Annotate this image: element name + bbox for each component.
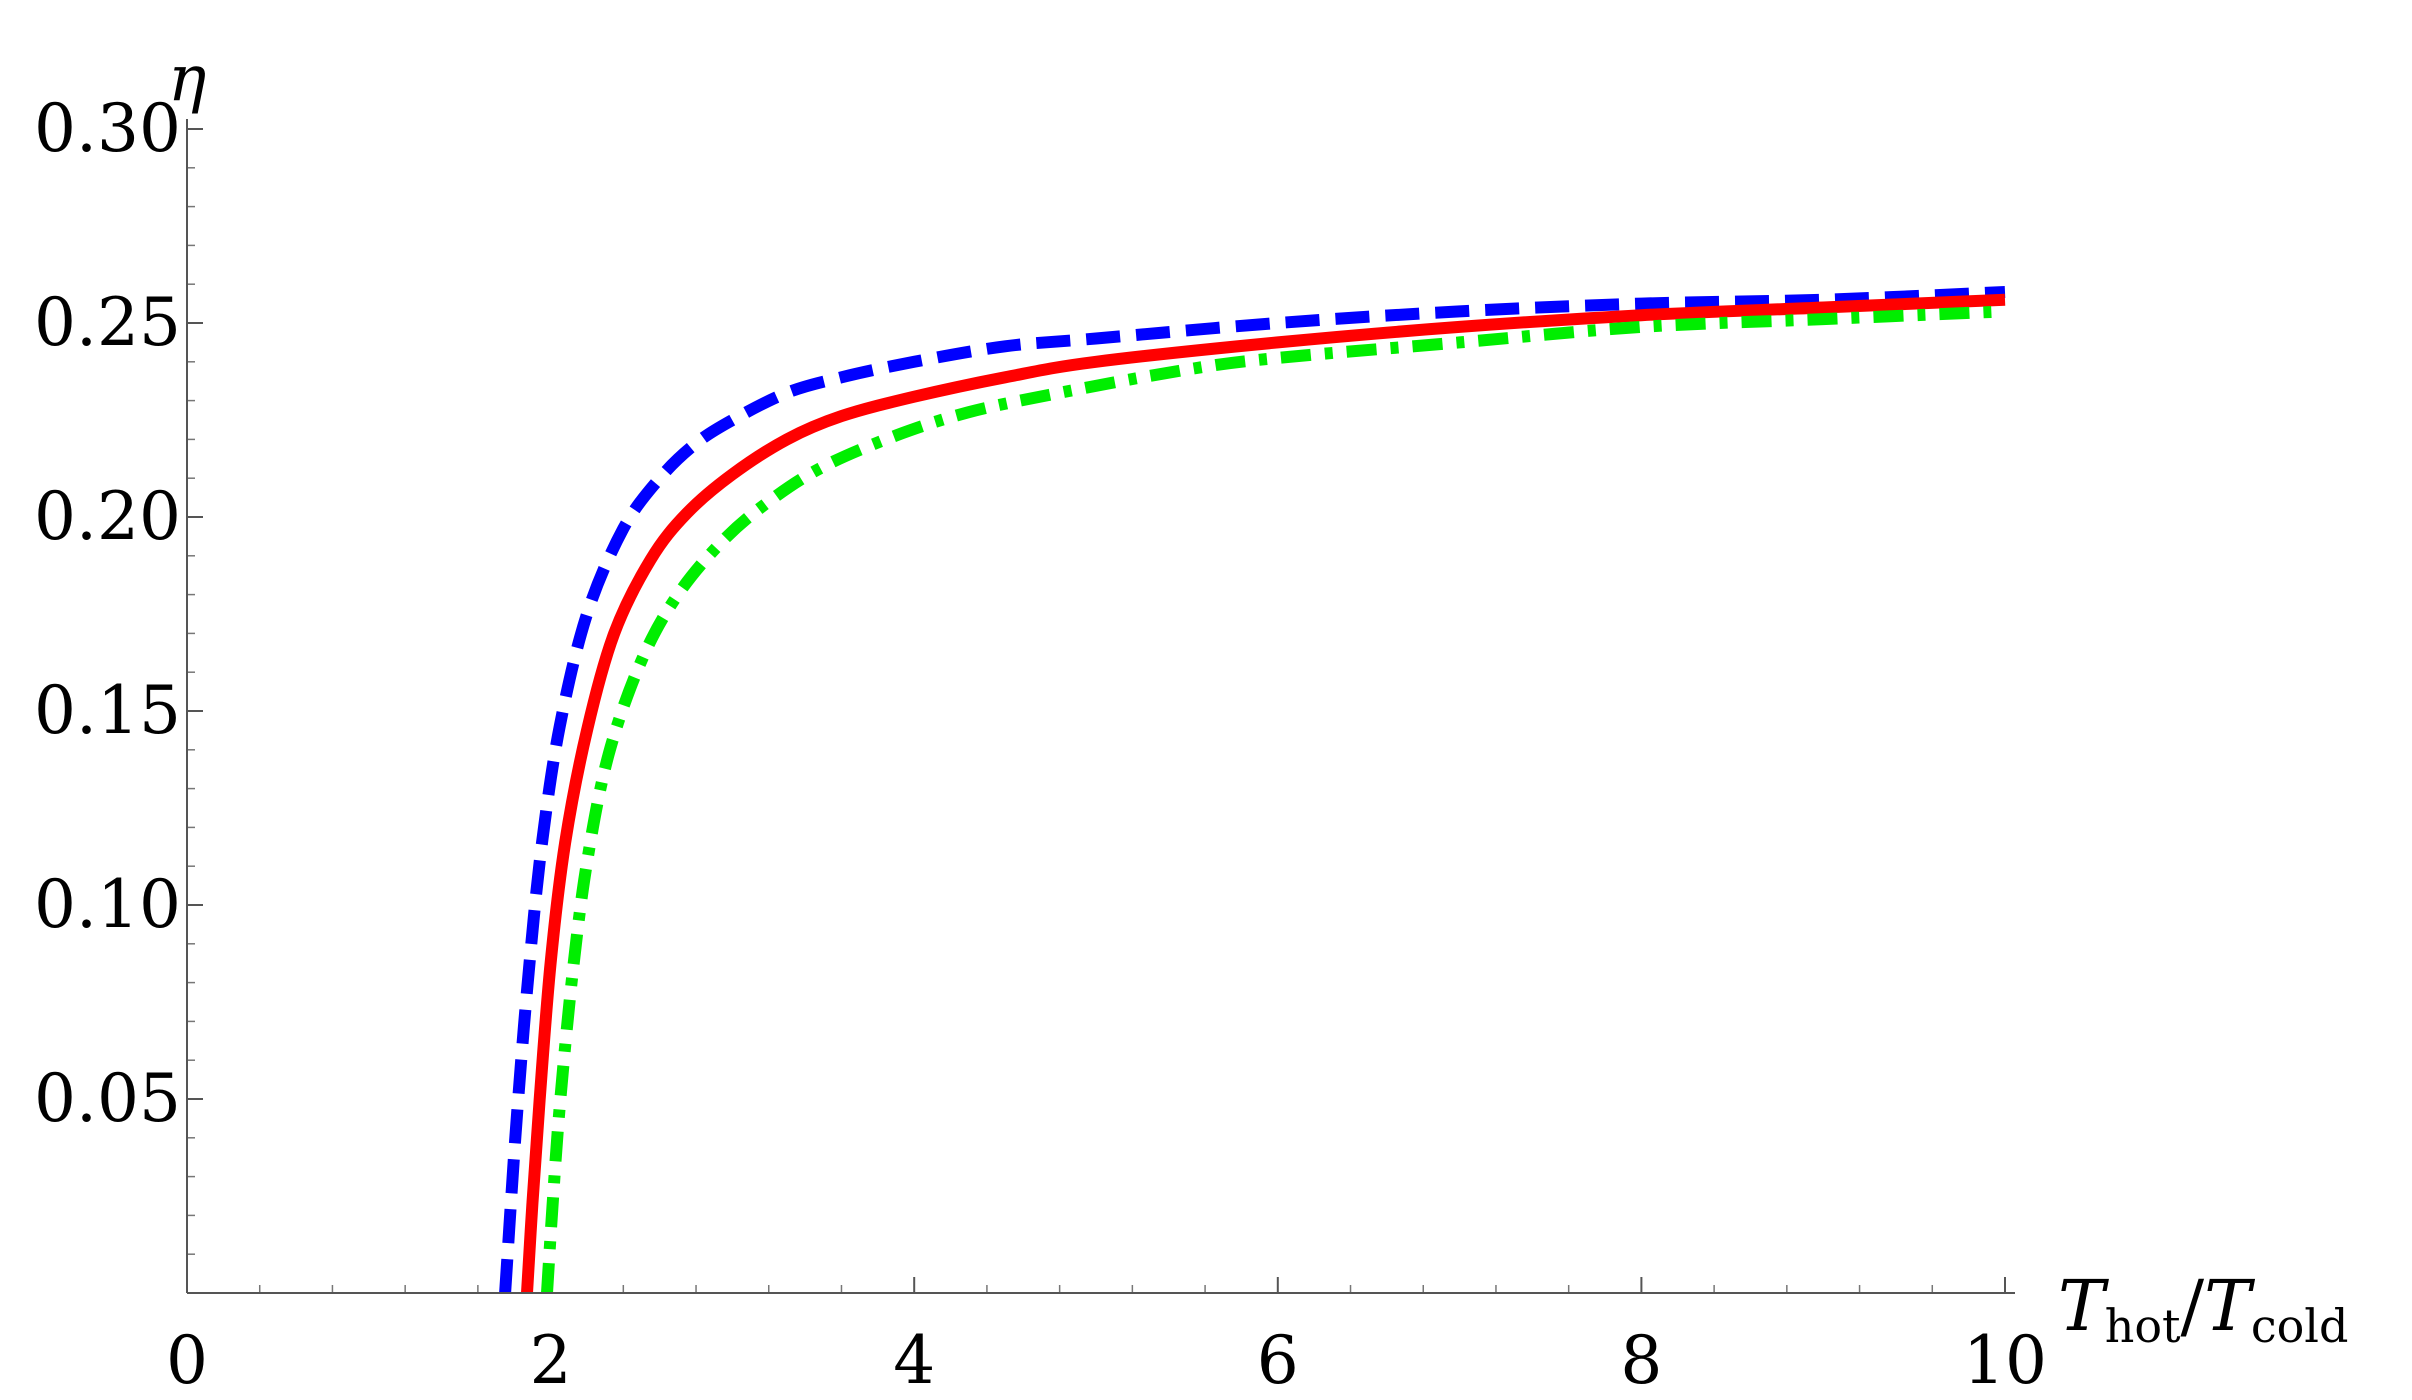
x-axis-label-sub-cold: cold: [2251, 1299, 2349, 1353]
y-tick-label: 0.15: [34, 672, 181, 749]
y-tick-label: 0.25: [34, 284, 181, 361]
x-axis-label: Thot/Tcold: [2058, 1265, 2348, 1353]
x-tick-labels: 0 2 4 6 8 10: [166, 1322, 2047, 1399]
y-tick-label: 0.30: [34, 90, 181, 167]
x-axis-label-sub-hot: hot: [2105, 1299, 2181, 1353]
x-tick-label: 2: [530, 1322, 572, 1399]
y-axis-label: η: [168, 42, 206, 116]
x-axis-label-t-cold: T: [2204, 1265, 2255, 1347]
x-axis-label-t-hot: T: [2058, 1265, 2109, 1347]
y-tick-label: 0.05: [34, 1060, 181, 1137]
x-major-ticks: [186, 1277, 2006, 1293]
x-tick-label: 4: [893, 1322, 935, 1399]
series-line-dashed: [499, 286, 2006, 1294]
x-tick-label: 0: [166, 1322, 208, 1399]
series-line-solid: [521, 293, 2006, 1294]
series-layer: [499, 286, 2006, 1294]
y-minor-ticks: [187, 167, 195, 1255]
y-major-ticks: [187, 128, 203, 1100]
x-tick-label: 10: [1963, 1322, 2047, 1399]
y-tick-label: 0.20: [34, 478, 181, 555]
y-tick-label: 0.10: [34, 866, 181, 943]
y-tick-labels: 0.05 0.10 0.15 0.20 0.25 0.30: [34, 90, 181, 1137]
x-axis-label-slash: /: [2181, 1265, 2205, 1347]
x-minor-ticks: [258, 1285, 1934, 1293]
x-tick-label: 6: [1257, 1322, 1299, 1399]
x-tick-label: 8: [1620, 1322, 1662, 1399]
